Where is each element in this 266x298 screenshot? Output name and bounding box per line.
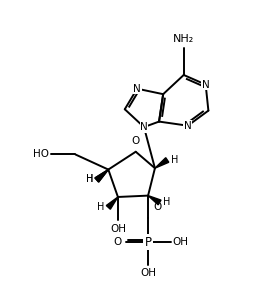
Text: H: H: [163, 198, 171, 207]
Polygon shape: [95, 170, 108, 182]
Text: OH: OH: [110, 224, 126, 234]
Text: O: O: [153, 202, 161, 212]
Text: H: H: [97, 202, 105, 212]
Polygon shape: [106, 197, 118, 209]
Polygon shape: [155, 158, 169, 168]
Text: O: O: [132, 136, 140, 146]
Text: N: N: [202, 80, 210, 90]
Text: N: N: [133, 84, 141, 94]
Text: N: N: [140, 122, 148, 132]
Text: N: N: [184, 121, 192, 131]
Text: HO: HO: [32, 150, 49, 159]
Polygon shape: [95, 170, 108, 182]
Text: OH: OH: [140, 268, 156, 278]
Polygon shape: [148, 195, 161, 205]
Text: P: P: [145, 236, 152, 249]
Text: H: H: [86, 174, 93, 184]
Text: OH: OH: [172, 237, 188, 247]
Text: H: H: [86, 174, 93, 184]
Text: O: O: [113, 237, 122, 247]
Text: NH₂: NH₂: [173, 34, 194, 44]
Text: H: H: [171, 155, 178, 165]
